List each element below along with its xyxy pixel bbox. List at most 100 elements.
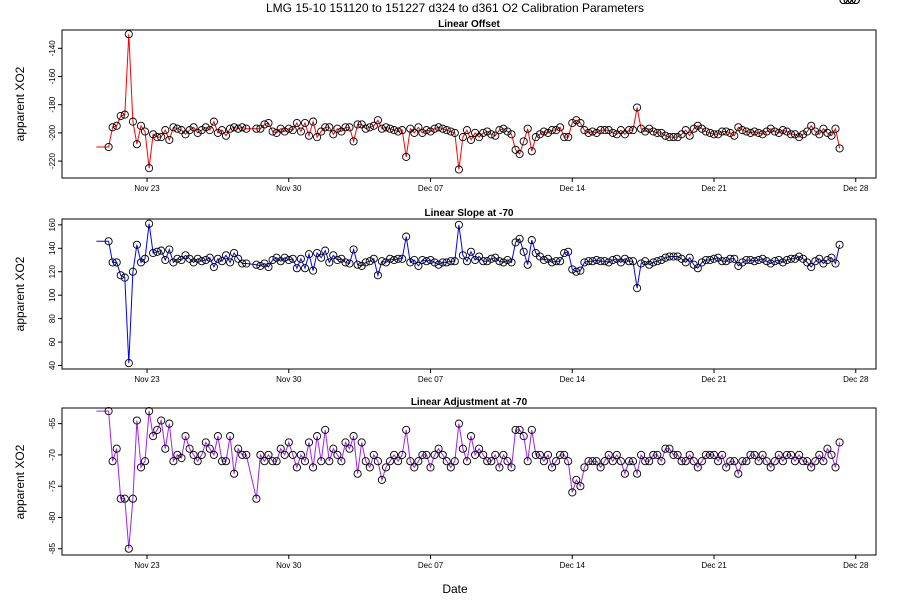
offset-data-point bbox=[823, 128, 832, 137]
adjustment-data-point bbox=[238, 450, 247, 459]
slope-data-point bbox=[221, 251, 231, 260]
slope-data-point bbox=[515, 234, 524, 243]
offset-data-point bbox=[531, 133, 540, 142]
adjustment-data-point bbox=[454, 419, 463, 428]
offset-data-point bbox=[584, 128, 593, 137]
adjustment-data-point bbox=[341, 438, 350, 447]
slope-data-point bbox=[317, 253, 326, 262]
offset-panel: Linear Offset apparent XO2 -220 -200 -180 -… bbox=[13, 0, 877, 193]
adjustment-data-point bbox=[823, 444, 832, 453]
offset-data-point bbox=[252, 124, 261, 133]
slope-data-point bbox=[149, 248, 158, 258]
adjustment-data-point bbox=[689, 457, 698, 466]
adjustment-data-point bbox=[466, 432, 476, 441]
slope-panel-title: Linear Slope at -70 bbox=[425, 208, 514, 219]
offset-data-point bbox=[108, 123, 117, 132]
offset-data-point bbox=[304, 131, 314, 140]
offset-data-point bbox=[637, 124, 646, 133]
offset-data-point bbox=[831, 124, 840, 133]
adjustment-y-tick-label: -75 bbox=[48, 480, 57, 492]
slope-data-point bbox=[345, 259, 354, 268]
adjustment-data-point bbox=[738, 457, 747, 466]
slope-data-point bbox=[264, 262, 273, 272]
slope-data-point bbox=[333, 255, 342, 265]
offset-data-point bbox=[479, 128, 488, 137]
offset-data-point bbox=[685, 131, 694, 140]
slope-data-point bbox=[321, 246, 330, 255]
adjustment-data-point bbox=[754, 457, 763, 466]
offset-data-point bbox=[217, 126, 227, 135]
slope-data-point bbox=[507, 258, 516, 267]
slope-data-point bbox=[205, 253, 214, 262]
adjustment-x-tick-label: Dec 14 bbox=[560, 561, 586, 570]
adjustment-data-point bbox=[487, 457, 496, 466]
adjustment-data-point bbox=[685, 450, 694, 459]
offset-y-axis-label: apparent XO2 bbox=[13, 66, 27, 141]
adjustment-panel-title: Linear Adjustment at -70 bbox=[411, 397, 528, 408]
offset-data-point bbox=[665, 133, 674, 142]
adjustment-data-point bbox=[547, 463, 557, 472]
offset-data-point bbox=[608, 128, 617, 137]
adjustment-data-point bbox=[641, 457, 650, 466]
offset-data-point bbox=[811, 127, 820, 136]
adjustment-data-point bbox=[414, 457, 423, 466]
adjustment-data-point bbox=[161, 444, 170, 453]
adjustment-data-point bbox=[592, 457, 601, 466]
offset-data-point bbox=[466, 135, 476, 144]
slope-x-tick-label: Nov 30 bbox=[276, 375, 302, 384]
slope-data-point bbox=[827, 253, 836, 262]
offset-data-point bbox=[592, 128, 601, 137]
offset-data-point bbox=[256, 124, 265, 133]
slope-data-point bbox=[193, 254, 202, 263]
adjustment-data-point bbox=[511, 425, 520, 434]
adjustment-data-point bbox=[730, 457, 739, 466]
offset-data-point bbox=[442, 126, 451, 135]
slope-data-point bbox=[730, 254, 739, 263]
offset-x-tick-label: Dec 14 bbox=[560, 184, 586, 193]
slope-data-point bbox=[284, 255, 293, 265]
slope-data-point bbox=[726, 254, 735, 263]
adjustment-data-point bbox=[197, 450, 206, 459]
adjustment-data-point bbox=[750, 450, 759, 459]
adjustment-y-axis-label: apparent XO2 bbox=[13, 444, 27, 519]
adjustment-data-point bbox=[588, 457, 597, 466]
offset-data-point bbox=[568, 118, 577, 128]
adjustment-data-point bbox=[491, 450, 500, 459]
adjustment-data-point bbox=[758, 450, 767, 459]
offset-data-point bbox=[657, 128, 666, 137]
adjustment-data-point bbox=[742, 457, 751, 466]
offset-data-point bbox=[136, 121, 146, 130]
slope-data-point bbox=[645, 260, 654, 269]
slope-data-point bbox=[693, 264, 702, 273]
slope-data-point bbox=[709, 254, 719, 263]
offset-x-tick-label: Dec 07 bbox=[418, 184, 444, 193]
adjustment-data-point bbox=[600, 457, 609, 466]
slope-x-tick-label: Nov 23 bbox=[134, 375, 160, 384]
offset-data-point bbox=[774, 128, 783, 137]
offset-data-point bbox=[661, 131, 670, 140]
adjustment-data-point bbox=[442, 457, 451, 466]
offset-data-point bbox=[734, 123, 743, 132]
adjustment-data-point bbox=[762, 457, 771, 466]
offset-data-point bbox=[795, 133, 804, 142]
adjustment-data-point bbox=[637, 450, 646, 459]
offset-data-point bbox=[296, 127, 305, 136]
offset-data-point bbox=[309, 117, 318, 126]
offset-data-point bbox=[588, 127, 597, 136]
adjustment-y-tick-label: -70 bbox=[48, 449, 57, 461]
adjustment-data-point bbox=[209, 450, 218, 459]
adjustment-data-point bbox=[430, 450, 439, 459]
slope-data-point bbox=[831, 259, 840, 268]
offset-data-point bbox=[454, 165, 463, 174]
adjustment-data-point bbox=[766, 463, 775, 472]
adjustment-data-point bbox=[394, 457, 403, 466]
adjustment-data-point bbox=[572, 475, 581, 484]
offset-data-point bbox=[280, 127, 289, 136]
offset-data-point bbox=[790, 130, 800, 139]
adjustment-data-point bbox=[234, 444, 243, 453]
slope-data-point bbox=[600, 257, 609, 266]
adjustment-data-point bbox=[843, 0, 852, 5]
adjustment-data-point bbox=[608, 457, 617, 466]
adjustment-data-point bbox=[475, 444, 484, 453]
slope-data-point bbox=[341, 258, 350, 267]
